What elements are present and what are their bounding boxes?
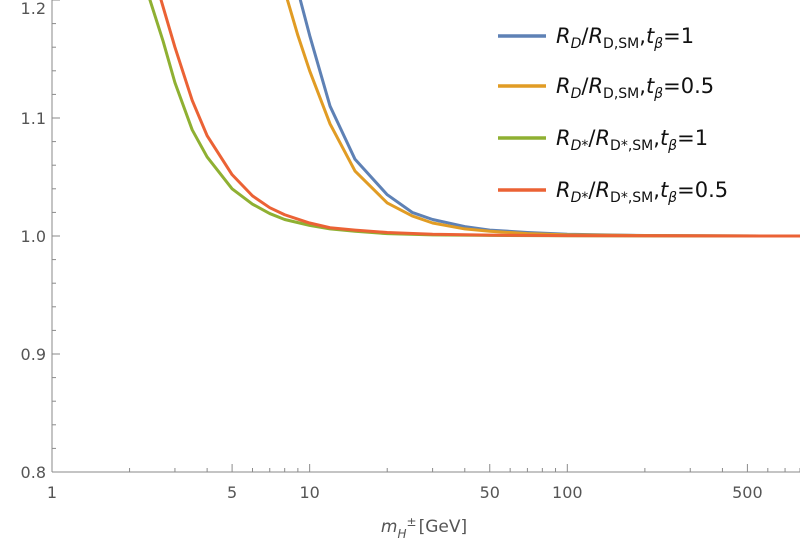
x-axis-ticks: 1 5 10 50 100 500 bbox=[47, 464, 800, 502]
x-tick-label: 1 bbox=[47, 483, 57, 502]
x-tick-label: 10 bbox=[299, 483, 319, 502]
x-tick-label: 50 bbox=[480, 483, 500, 502]
y-axis-ticks: 0.8 0.9 1.0 1.1 1.2 bbox=[21, 0, 60, 482]
y-tick-label: 0.9 bbox=[21, 345, 46, 364]
x-tick-label: 500 bbox=[732, 483, 763, 502]
y-tick-label: 1.0 bbox=[21, 227, 46, 246]
y-tick-label: 0.8 bbox=[21, 463, 46, 482]
legend-item-4: RD*/RD*,SM,tβ=0.5 bbox=[498, 178, 728, 206]
x-tick-label: 5 bbox=[227, 483, 237, 502]
legend-label: RD/RD,SM,tβ=1 bbox=[556, 24, 694, 52]
series-line-4 bbox=[159, 0, 800, 238]
legend-label: RD*/RD*,SM,tβ=0.5 bbox=[556, 178, 728, 206]
y-tick-label: 1.1 bbox=[21, 109, 46, 128]
legend-label: RD/RD,SM,tβ=0.5 bbox=[556, 74, 714, 102]
series-lines bbox=[148, 0, 800, 238]
legend-item-1: RD/RD,SM,tβ=1 bbox=[498, 24, 694, 52]
plot-area: 1 5 10 50 100 500 0.8 0.9 1.0 1.1 1.2 bbox=[21, 0, 800, 502]
legend: RD/RD,SM,tβ=1 RD/RD,SM,tβ=0.5 RD*/RD*,SM,t… bbox=[498, 24, 728, 206]
x-tick-label: 100 bbox=[552, 483, 583, 502]
legend-label: RD*/RD*,SM,tβ=1 bbox=[556, 126, 708, 154]
legend-item-3: RD*/RD*,SM,tβ=1 bbox=[498, 126, 708, 154]
legend-item-2: RD/RD,SM,tβ=0.5 bbox=[498, 74, 714, 102]
y-tick-label: 1.2 bbox=[21, 0, 46, 18]
x-axis-title: mH± [GeV] bbox=[381, 515, 467, 541]
